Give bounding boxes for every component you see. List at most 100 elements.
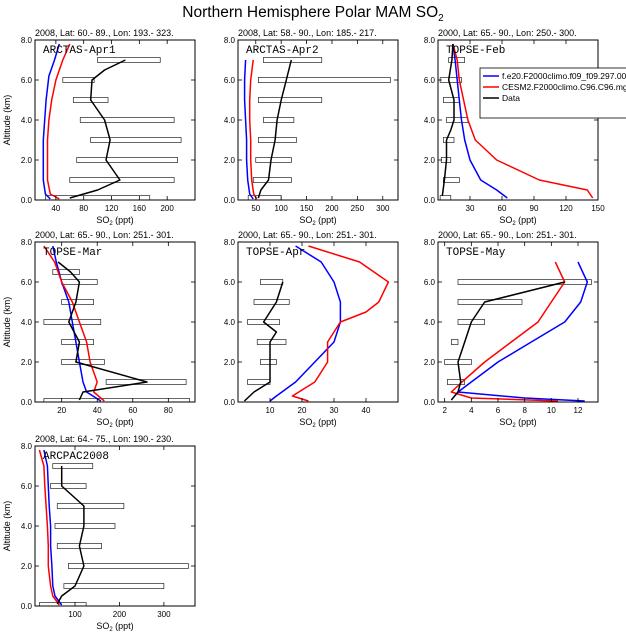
series-line-2 (452, 43, 594, 199)
legend-label-1: f.e20.F2000climo.f09_f09.297.001 (502, 71, 626, 81)
x-tick-label: 150 (300, 204, 314, 213)
plot-frame (237, 39, 399, 201)
plot-frame (34, 39, 196, 201)
x-axis-label-main: SO (499, 215, 512, 225)
legend-label-2: CESM2.F2000climo.C96.C96.mg1 (502, 82, 626, 92)
series-line-3 (57, 261, 148, 401)
y-tick-label: 6.0 (424, 278, 436, 287)
plot-area (439, 43, 594, 200)
x-tick-label: 80 (79, 204, 88, 213)
x-axis-label-main: SO (499, 417, 512, 427)
series-line-2 (291, 245, 390, 402)
data-range-bar-3 (247, 319, 280, 325)
series-line-2 (46, 43, 71, 200)
panel-title: TOPSE-May (446, 247, 506, 259)
x-axis-label-unit: (ppt) (113, 621, 134, 631)
data-range-bar-2 (258, 77, 391, 83)
y-tick-label: 8.0 (424, 36, 436, 45)
y-tick-label: 6.0 (224, 278, 236, 287)
panel-title: ARCTAS-Apr2 (246, 45, 319, 57)
y-tick-label: 6.0 (424, 76, 436, 85)
x-axis-label-subscript: 2 (109, 423, 113, 429)
x-axis-label-unit: (ppt) (113, 215, 134, 225)
chart-panel-5: 2000, Lat: 65.- 90., Lon: 251.- 301. 0.0 2… (224, 230, 399, 429)
x-axis-label-subscript: 2 (312, 423, 316, 429)
x-tick-label: 2 (442, 406, 447, 415)
x-axis-label: SO2 (ppt) (299, 215, 336, 227)
y-tick-label: 0.0 (224, 196, 236, 205)
plot-frame (437, 241, 599, 403)
series-line-2 (248, 59, 258, 200)
series-line-3 (450, 281, 565, 401)
y-axis-label: Altitude (km) (2, 297, 12, 348)
x-axis-label-unit: (ppt) (516, 215, 537, 225)
x-axis-label-unit: (ppt) (516, 417, 537, 427)
y-tick-label: 0.0 (21, 602, 33, 611)
series-line-1 (452, 43, 508, 199)
y-axis-label: Altitude (km) (2, 95, 12, 146)
x-axis-label-unit: (ppt) (113, 417, 134, 427)
x-tick-label: 100 (274, 204, 288, 213)
panel-header: 2000, Lat: 65.- 90., Lon: 251.- 301. (35, 230, 174, 240)
series-line-2 (38, 449, 61, 606)
y-tick-label: 0.0 (21, 196, 33, 205)
data-range-bar-3 (457, 319, 485, 325)
y-tick-label: 0.0 (224, 398, 236, 407)
y-tick-label: 2.0 (21, 358, 33, 367)
plot-frame (34, 241, 196, 403)
y-tick-label: 6.0 (21, 482, 33, 491)
x-tick-label: 50 (251, 204, 260, 213)
plot-area (42, 43, 182, 200)
x-tick-label: 20 (298, 406, 307, 415)
series-line-3 (243, 281, 284, 402)
series-line-3 (56, 466, 85, 605)
data-range-bar-6 (76, 157, 178, 163)
x-tick-label: 200 (325, 204, 339, 213)
data-range-bar-8 (45, 195, 151, 200)
series-line-3 (257, 59, 293, 199)
x-tick-label: 120 (559, 204, 573, 213)
panel-title: TOPSE-Apr (246, 247, 305, 259)
y-tick-label: 8.0 (21, 36, 33, 45)
data-range-bar-4 (263, 117, 295, 123)
panel-header: 2000, Lat: 65.- 90., Lon: 251.- 301. (238, 230, 377, 240)
plot-area (243, 57, 391, 200)
figure-title: Northern Hemisphere Polar MAM SO2 (182, 4, 444, 24)
y-tick-label: 8.0 (224, 36, 236, 45)
x-tick-label: 6 (496, 406, 501, 415)
y-tick-label: 8.0 (424, 238, 436, 247)
data-range-bar-3 (258, 97, 323, 103)
x-tick-label: 200 (160, 204, 174, 213)
x-tick-label: 40 (93, 406, 102, 415)
series-line-3 (441, 43, 455, 197)
data-range-bar-2 (50, 483, 87, 489)
panel-header: 2008, Lat: 58.- 90., Lon: 185.- 217. (238, 28, 377, 38)
x-tick-label: 300 (157, 610, 171, 619)
data-range-bar-7 (63, 583, 165, 589)
x-tick-label: 120 (105, 204, 119, 213)
x-tick-label: 150 (591, 204, 605, 213)
x-tick-label: 30 (466, 204, 475, 213)
panel-header: 2000, Lat: 65.- 90., Lon: 250.- 300. (438, 28, 577, 38)
data-range-bar-7 (69, 177, 175, 183)
x-tick-label: 40 (362, 406, 371, 415)
x-tick-label: 30 (330, 406, 339, 415)
x-axis-label-subscript: 2 (512, 221, 516, 227)
y-tick-label: 6.0 (21, 278, 33, 287)
x-axis-label-unit: (ppt) (316, 215, 337, 225)
y-tick-label: 6.0 (21, 76, 33, 85)
plot-area (38, 449, 189, 606)
x-axis-label: SO2 (ppt) (499, 417, 536, 429)
data-range-bar-1 (263, 57, 323, 63)
chart-panel-4: 2000, Lat: 65.- 90., Lon: 251.- 301. 0.0 2… (2, 230, 196, 429)
x-tick-label: 90 (530, 204, 539, 213)
x-tick-label: 10 (266, 406, 275, 415)
series-line-1 (269, 245, 342, 402)
data-range-bar-7 (252, 177, 292, 183)
data-range-bar-4 (446, 117, 469, 123)
y-axis-label: Altitude (km) (2, 501, 12, 552)
x-tick-label: 160 (133, 204, 147, 213)
series-line-1 (457, 261, 589, 402)
data-range-bar-5 (260, 359, 277, 365)
